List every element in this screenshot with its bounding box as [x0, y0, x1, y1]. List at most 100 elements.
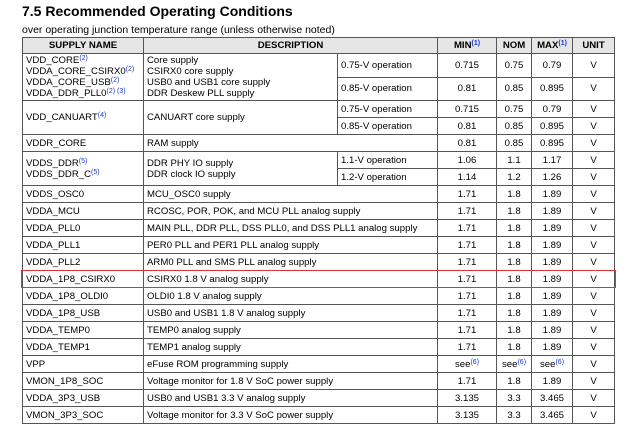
- max-value: 1.89: [542, 290, 562, 302]
- condition-text: 0.75-V operation: [341, 59, 412, 71]
- condition-text: 0.85-V operation: [341, 83, 412, 95]
- condition-text: 1.1-V operation: [341, 154, 407, 166]
- supply-name-cell: VDDA_MCU: [22, 202, 144, 220]
- nom-cell: 1.8: [496, 270, 533, 288]
- supply-name-cell: VDDS_OSC0: [22, 185, 144, 203]
- nom-value: 1.8: [507, 205, 521, 217]
- unit-value: V: [590, 375, 597, 387]
- nom-cell: 1.8: [496, 321, 533, 339]
- unit-value: V: [590, 290, 597, 302]
- description-line: DDR PHY IO supply: [147, 158, 334, 169]
- nom-value: 1.8: [507, 239, 521, 251]
- footnote-ref: (5): [78, 157, 88, 165]
- description-text: OLDI0 1.8 V analog supply: [147, 290, 262, 302]
- max-value: 1.89: [542, 239, 562, 251]
- table-row: VPP eFuse ROM programming supply see(6) see…: [22, 355, 616, 373]
- description-line: USB0 and USB1 3.3 V analog supply: [147, 393, 434, 404]
- min-value: 1.71: [457, 341, 477, 353]
- description-cell: RCOSC, POR, POK, and MCU PLL analog supp…: [142, 202, 439, 220]
- table-row: 0.85-V operation 0.81 0.85 0.895 V: [23, 76, 616, 101]
- nom-cell: 1.1: [496, 151, 533, 169]
- min-cell: 1.71: [437, 304, 498, 322]
- max-value: 1.89: [542, 324, 562, 336]
- footnote-ref: (2) (3): [106, 88, 126, 95]
- max-cell: 1.89: [531, 304, 574, 322]
- min-cell: 1.71: [437, 202, 498, 220]
- min-value: 1.06: [457, 154, 477, 166]
- unit-cell: V: [572, 287, 616, 305]
- min-value: 1.71: [457, 324, 477, 336]
- supply-name-text: VDDA_CORE_CSIRX0: [26, 66, 126, 77]
- nom-value: 0.85: [504, 83, 524, 95]
- description-text: USB0 and USB1 1.8 V analog supply: [147, 307, 306, 319]
- unit-value: V: [590, 83, 597, 95]
- supply-name-text: VPP: [26, 358, 46, 370]
- supply-name-text: VDDR_CORE: [26, 137, 87, 149]
- description-cell: USB0 and USB1 3.3 V analog supply: [142, 389, 439, 407]
- description-cell: RAM supply: [142, 134, 439, 152]
- supply-name-cell: VDDA_TEMP0: [22, 321, 144, 339]
- supply-name-text: VDDA_1P8_CSIRX0: [26, 273, 116, 285]
- max-cell: 1.89: [531, 219, 574, 237]
- header-cell: SUPPLY NAME: [22, 37, 144, 54]
- max-cell: 1.89: [531, 270, 574, 288]
- description-text: MCU_OSC0 supply: [147, 188, 231, 200]
- table-row: 0.85-V operation 0.81 0.85 0.895 V: [23, 117, 616, 135]
- description-text: DDR clock IO supply: [147, 168, 236, 180]
- unit-value: V: [590, 120, 597, 132]
- unit-cell: V: [572, 355, 616, 373]
- table-row: VDDA_1P8_OLDI0 OLDI0 1.8 V analog supply 1…: [22, 287, 616, 305]
- min-cell: see(6): [437, 355, 498, 373]
- footnote-ref: (2): [110, 77, 120, 84]
- supply-name: VMON_1P8_SOC: [26, 376, 140, 387]
- max-value: 0.895: [540, 83, 565, 95]
- nom-cell: 1.8: [496, 253, 533, 271]
- supply-name: VDDA_1P8_CSIRX0: [26, 274, 140, 285]
- nom-value: 1.8: [507, 273, 521, 285]
- unit-cell: V: [572, 321, 616, 339]
- max-cell: 3.465: [531, 406, 574, 424]
- max-value: 1.89: [542, 188, 562, 200]
- supply-name: VDDS_OSC0: [26, 189, 140, 200]
- max-cell: 0.895: [531, 117, 574, 135]
- unit-cell: V: [572, 202, 616, 220]
- description-text: DDR PHY IO supply: [147, 157, 234, 169]
- min-cell: 1.71: [437, 236, 498, 254]
- table-row: VDDR_CORE RAM supply 0.81 0.85 0.895 V: [22, 134, 616, 152]
- condition-cell: 0.75-V operation: [336, 100, 439, 118]
- table-row: VDDA_TEMP0 TEMP0 analog supply 1.71 1.8 1.89…: [22, 321, 616, 339]
- description-line: CSIRX0 core supply: [147, 66, 334, 77]
- description-text: TEMP0 analog supply: [147, 324, 241, 336]
- supply-name-text: VDDA_DDR_PLL0: [26, 88, 107, 99]
- unit-value: V: [590, 222, 597, 234]
- table-row: VDDA_MCU RCOSC, POR, POK, and MCU PLL ana…: [22, 202, 616, 220]
- min-cell: 3.135: [437, 389, 498, 407]
- nom-value: 1.8: [507, 341, 521, 353]
- min-value: 1.71: [457, 205, 477, 217]
- unit-cell: V: [572, 406, 616, 424]
- unit-cell: V: [572, 338, 616, 356]
- supply-name: VDDA_CORE_USB(2): [26, 77, 140, 88]
- nom-value: 3.3: [507, 392, 521, 404]
- nom-value: 1.8: [507, 222, 521, 234]
- max-cell: 1.89: [531, 236, 574, 254]
- description-text: Voltage monitor for 1.8 V SoC power supp…: [147, 375, 334, 387]
- min-cell: 1.06: [437, 151, 498, 169]
- min-value: 3.135: [455, 392, 480, 404]
- min-value: 1.71: [457, 290, 477, 302]
- min-value: 1.71: [457, 307, 477, 319]
- unit-value: V: [590, 307, 597, 319]
- table-row: VDDA_3P3_USB USB0 and USB1 3.3 V analog s…: [22, 389, 616, 407]
- max-value: 1.89: [542, 256, 562, 268]
- supply-name-text: VMON_3P3_SOC: [26, 409, 104, 421]
- supply-name: VDDA_PLL1: [26, 240, 140, 251]
- description-text: Voltage monitor for 3.3 V SoC power supp…: [147, 409, 334, 421]
- unit-cell: V: [572, 389, 616, 407]
- nom-cell: 1.8: [496, 372, 533, 390]
- nom-value: 1.8: [507, 290, 521, 302]
- min-value: 3.135: [455, 409, 480, 421]
- page: 7.5 Recommended Operating Conditions ove…: [20, 3, 616, 424]
- supply-name: VPP: [26, 359, 140, 370]
- max-cell: 1.26: [531, 168, 574, 186]
- footnote-ref: (6): [470, 358, 480, 366]
